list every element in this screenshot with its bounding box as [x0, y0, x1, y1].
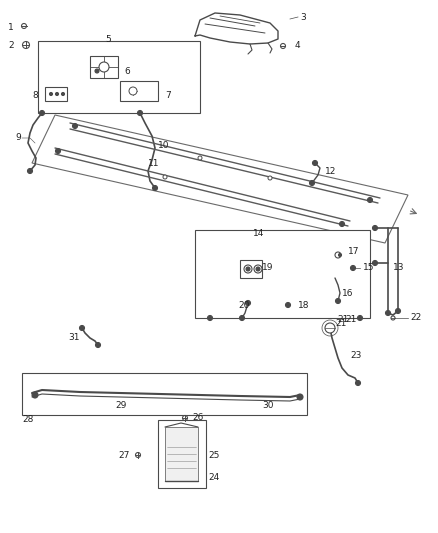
- Text: 5: 5: [105, 36, 111, 44]
- Text: 7: 7: [165, 91, 171, 100]
- Circle shape: [356, 381, 360, 385]
- Bar: [195, 230, 370, 318]
- Text: 8: 8: [32, 91, 38, 100]
- Text: 3: 3: [300, 12, 306, 21]
- Text: 15: 15: [363, 263, 374, 272]
- Text: 30: 30: [262, 400, 273, 409]
- Circle shape: [49, 93, 53, 95]
- Circle shape: [135, 453, 141, 457]
- Circle shape: [339, 254, 342, 256]
- Circle shape: [39, 110, 45, 116]
- Circle shape: [325, 323, 335, 333]
- Text: 1: 1: [8, 23, 14, 33]
- Bar: [240, 260, 262, 278]
- Circle shape: [396, 309, 400, 313]
- Text: 4: 4: [295, 42, 300, 51]
- Circle shape: [312, 160, 318, 166]
- Text: 22: 22: [410, 313, 421, 322]
- Circle shape: [61, 93, 64, 95]
- Circle shape: [244, 265, 252, 273]
- Circle shape: [138, 110, 142, 116]
- Circle shape: [246, 267, 250, 271]
- Circle shape: [286, 303, 290, 308]
- Circle shape: [357, 316, 363, 320]
- Circle shape: [336, 298, 340, 303]
- Text: 31: 31: [68, 334, 80, 343]
- Circle shape: [73, 124, 78, 128]
- Text: 16: 16: [342, 288, 353, 297]
- Text: 13: 13: [393, 263, 405, 272]
- Circle shape: [163, 175, 167, 179]
- Text: 12: 12: [325, 166, 336, 175]
- Circle shape: [335, 252, 341, 258]
- Circle shape: [208, 316, 212, 320]
- Circle shape: [21, 23, 27, 28]
- Text: 23: 23: [350, 351, 361, 359]
- Circle shape: [385, 311, 391, 316]
- Text: 20: 20: [238, 301, 249, 310]
- Circle shape: [246, 301, 251, 305]
- Text: 18: 18: [298, 301, 310, 310]
- Text: 17: 17: [348, 246, 360, 255]
- Circle shape: [95, 343, 100, 348]
- Circle shape: [367, 198, 372, 203]
- Text: 26: 26: [192, 414, 203, 423]
- Text: 21: 21: [337, 316, 348, 325]
- Circle shape: [28, 168, 32, 174]
- Text: 2: 2: [8, 41, 14, 50]
- Bar: [165, 427, 198, 481]
- Text: 21: 21: [335, 319, 346, 327]
- Circle shape: [280, 44, 286, 49]
- Circle shape: [56, 149, 60, 154]
- Text: 24: 24: [208, 473, 219, 482]
- Circle shape: [80, 326, 85, 330]
- Text: 11: 11: [148, 158, 159, 167]
- Text: 28: 28: [22, 416, 33, 424]
- Bar: [158, 420, 206, 488]
- Circle shape: [22, 42, 29, 49]
- Text: 10: 10: [158, 141, 170, 149]
- Bar: [90, 56, 118, 78]
- Bar: [45, 87, 67, 101]
- Text: 21: 21: [345, 316, 357, 325]
- Text: 6: 6: [124, 67, 130, 76]
- Circle shape: [240, 316, 244, 320]
- Circle shape: [310, 181, 314, 185]
- Circle shape: [152, 185, 158, 190]
- Circle shape: [198, 156, 202, 160]
- Circle shape: [99, 62, 109, 72]
- Circle shape: [350, 265, 356, 271]
- Circle shape: [372, 225, 378, 230]
- Circle shape: [297, 394, 303, 400]
- Circle shape: [391, 316, 395, 320]
- Circle shape: [56, 93, 59, 95]
- Circle shape: [183, 416, 187, 421]
- Text: 14: 14: [253, 229, 265, 238]
- Text: 19: 19: [262, 263, 273, 272]
- Circle shape: [129, 87, 137, 95]
- Text: 27: 27: [118, 450, 129, 459]
- Circle shape: [268, 176, 272, 180]
- Text: 9: 9: [15, 133, 21, 142]
- Circle shape: [95, 69, 99, 73]
- Bar: [22, 373, 307, 415]
- Circle shape: [256, 267, 260, 271]
- Circle shape: [32, 392, 38, 398]
- Text: 29: 29: [115, 400, 127, 409]
- Circle shape: [339, 222, 345, 227]
- Bar: [120, 81, 158, 101]
- Bar: [38, 41, 200, 113]
- Circle shape: [254, 265, 262, 273]
- Circle shape: [372, 261, 378, 265]
- Text: 25: 25: [208, 450, 219, 459]
